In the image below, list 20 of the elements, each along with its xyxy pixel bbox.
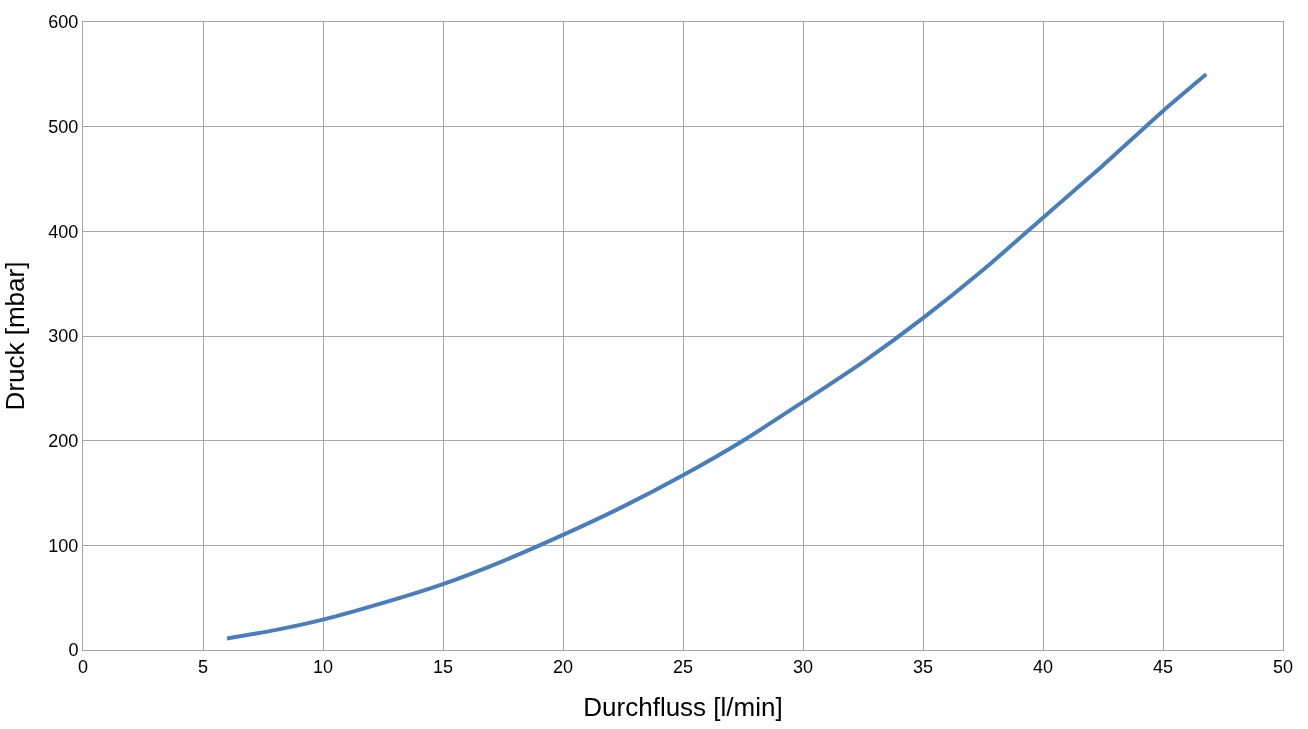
y-tick-label: 500 (48, 116, 79, 137)
x-tick-label: 35 (912, 656, 934, 677)
x-tick-label: 30 (792, 656, 814, 677)
line-series (225, 72, 1209, 641)
x-tick-label: 50 (1272, 656, 1294, 677)
x-tick-label: 15 (432, 656, 454, 677)
x-tick-label: 25 (672, 656, 694, 677)
y-tick-label: 300 (48, 326, 79, 347)
y-tick-label: 600 (48, 12, 79, 33)
x-tick-label: 20 (552, 656, 574, 677)
x-tick-label: 5 (197, 656, 209, 677)
y-tick-label: 200 (48, 430, 79, 451)
y-tick-label: 0 (68, 640, 79, 661)
x-axis-title: Durchfluss [l/min] (583, 692, 783, 723)
x-tick-label: 40 (1032, 656, 1054, 677)
x-tick-label: 10 (312, 656, 334, 677)
y-axis-title: Druck [mbar] (0, 261, 30, 411)
x-tick-label: 45 (1152, 656, 1174, 677)
y-tick-label: 100 (48, 535, 79, 556)
y-tick-label: 400 (48, 221, 79, 242)
